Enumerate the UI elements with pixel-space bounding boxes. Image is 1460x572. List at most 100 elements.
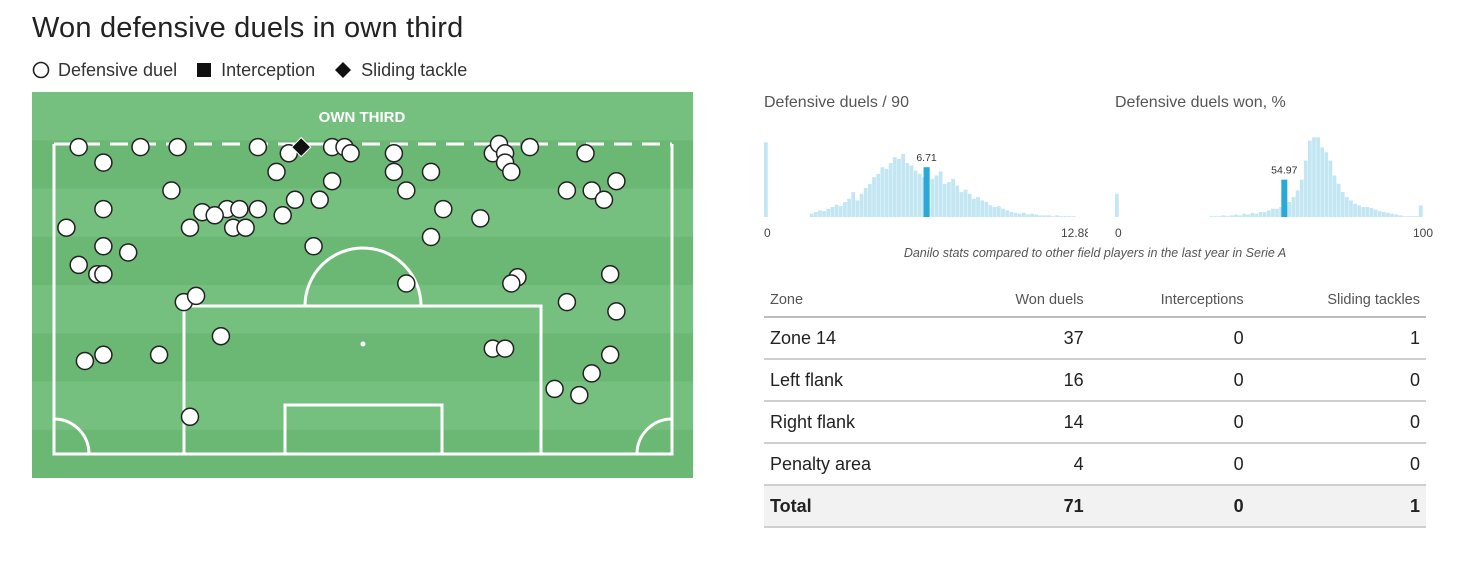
histogram-bar [972,198,976,217]
cell-sliding-tackles: 0 [1249,359,1426,402]
histogram-bar [905,163,910,217]
histogram-bar [1398,215,1403,217]
histogram-bar [843,202,847,217]
histogram-bar [1381,212,1386,217]
histogram-bar [834,204,839,217]
histogram-bar [1402,216,1407,217]
hist-duels-won-title: Defensive duels won, % [1115,94,1286,111]
histogram-bar [1017,213,1022,217]
table-header-row: Zone Won duels Interceptions Sliding tac… [764,284,1426,318]
cell-interceptions: 0 [1089,317,1250,360]
histogram-bar [1055,215,1059,217]
histogram-bar [917,173,922,217]
histogram-bar [826,208,831,217]
histogram-bar [980,200,985,217]
histogram-bar [1026,214,1030,217]
defensive-duel-point [57,218,76,237]
histogram-duels-per-90: 6.71 0 12.88 [764,142,1088,240]
histogram-bar [847,198,851,217]
histogram-bar [1414,216,1419,217]
histogram-bar [1324,152,1329,217]
histogram-bar [1254,213,1259,217]
defensive-duel-point [384,162,404,182]
defensive-duel-point [94,237,113,256]
histogram-bar [947,182,951,217]
histogram-bar [934,175,939,217]
defensive-duel-point [582,181,601,200]
histogram-bar [1377,211,1382,217]
penalty-arc [303,246,423,307]
table-row: Right flank 14 0 0 [764,401,1426,444]
histogram-bar [1303,160,1308,217]
grass-stripe [32,92,693,141]
histogram-bar [1034,214,1039,217]
histogram-bar [1209,216,1214,217]
cell-won-duels: 4 [954,443,1090,486]
histogram-bar [764,142,768,217]
table-row: Zone 14 37 0 1 [764,317,1426,360]
histogram-bar [888,163,893,217]
defensive-duel-point [180,218,200,237]
defensive-duel-point [69,255,88,275]
total-label: Total [764,485,955,528]
cell-sliding-tackles: 1 [1249,317,1426,360]
histogram-bar [1394,214,1398,217]
cell-zone: Penalty area [764,443,955,486]
comparison-caption: Danilo stats compared to other field pla… [903,246,1287,260]
total-interceptions: 0 [1089,485,1250,528]
defensive-duel-point [495,339,515,358]
diamond-icon [335,62,352,78]
histogram-bar [1365,207,1370,217]
penalty-spot [360,341,366,347]
own-third-label: OWN THIRD [319,109,406,126]
histogram-bar [1299,179,1304,217]
defensive-duel-point [471,209,490,228]
histogram-bar [1418,205,1423,217]
header-won-duels: Won duels [954,284,1090,318]
defensive-duel-point [304,237,323,256]
histogram-bar [967,193,972,217]
histogram-bar [851,192,856,217]
histogram-bar [818,210,822,217]
legend: Defensive duel Interception Sliding tack… [32,58,485,82]
histogram-bar [1001,208,1005,217]
cell-zone: Zone 14 [764,317,955,360]
histogram-bar [1021,212,1026,217]
histogram-max-label: 100 [1413,226,1433,240]
goal-area [283,403,444,456]
defensive-duel-point [168,137,187,157]
histogram-bar [859,193,864,217]
histogram-bar [984,202,989,217]
histogram-bar [813,212,818,217]
histogram-bar [1353,203,1357,217]
defensive-duel-point [69,137,88,157]
histogram-bar [1373,209,1378,217]
histogram-bar [1042,215,1047,217]
defensive-duel-point [502,274,521,293]
histogram-bar [976,197,980,217]
defensive-duel-point [607,171,626,191]
table-row: Penalty area 4 0 0 [764,443,1426,486]
defensive-duel-point [186,286,206,306]
header-zone: Zone [764,284,955,318]
defensive-duel-point [149,345,169,365]
defensive-duel-point [180,407,200,427]
histogram-bar [1005,210,1010,217]
cell-won-duels: 16 [954,359,1090,402]
cell-interceptions: 0 [1089,359,1250,402]
histogram-bar [1271,208,1275,217]
defensive-duel-point [502,162,521,182]
defensive-duel-point [421,227,441,247]
histogram-bar [822,211,826,217]
histogram-bar [809,213,814,217]
histogram-bar [855,200,860,217]
square-icon [197,63,212,77]
histogram-bar [1357,205,1361,217]
histogram-bar [1266,210,1271,217]
table-total-row: Total 71 0 1 [764,485,1426,528]
defensive-duel-point [322,171,342,191]
legend-sliding-tackle: Sliding tackle [333,60,467,81]
histogram-bar [963,189,968,217]
defensive-duel-point [273,206,292,225]
legend-interception: Interception [195,60,315,81]
